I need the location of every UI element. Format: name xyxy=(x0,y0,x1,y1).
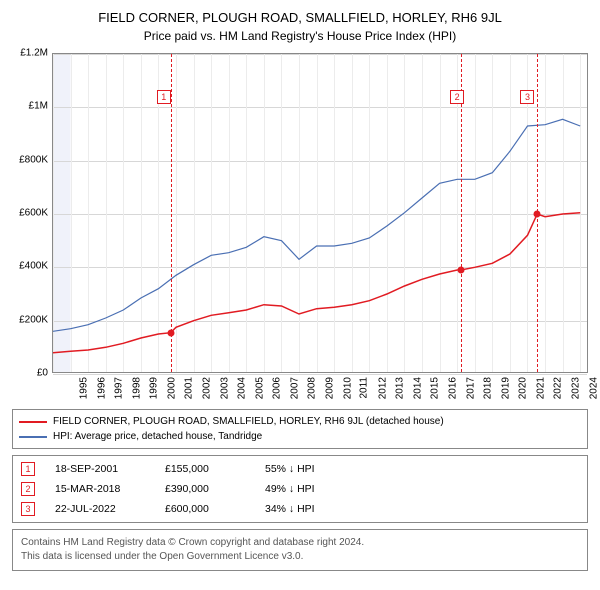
legend-row: HPI: Average price, detached house, Tand… xyxy=(19,429,581,444)
chart-title: FIELD CORNER, PLOUGH ROAD, SMALLFIELD, H… xyxy=(12,10,588,25)
event-marker-box: 3 xyxy=(520,90,534,104)
chart-area: 123 £0£200K£400K£600K£800K£1M£1.2M199519… xyxy=(12,53,588,403)
legend-label: FIELD CORNER, PLOUGH ROAD, SMALLFIELD, H… xyxy=(53,414,444,429)
x-axis-label: 2005 xyxy=(254,377,265,399)
chart-subtitle: Price paid vs. HM Land Registry's House … xyxy=(12,29,588,43)
x-axis-label: 2023 xyxy=(570,377,581,399)
x-axis-label: 2000 xyxy=(166,377,177,399)
x-axis-label: 2019 xyxy=(500,377,511,399)
x-axis-label: 2008 xyxy=(307,377,318,399)
event-marker-box: 2 xyxy=(450,90,464,104)
y-axis-label: £1M xyxy=(29,101,48,112)
y-axis-label: £200K xyxy=(19,314,48,325)
event-price: £600,000 xyxy=(165,503,245,515)
x-axis-label: 1998 xyxy=(131,377,142,399)
event-table: 1 18-SEP-2001 £155,000 55% ↓ HPI 2 15-MAR-201… xyxy=(12,455,588,523)
series-hpi xyxy=(53,119,580,331)
x-axis-label: 2007 xyxy=(289,377,300,399)
event-marker-dot xyxy=(167,329,174,336)
y-axis-label: £600K xyxy=(19,208,48,219)
series-price_paid xyxy=(53,213,580,353)
x-axis-label: 2013 xyxy=(395,377,406,399)
y-axis-label: £0 xyxy=(37,368,48,379)
legend: FIELD CORNER, PLOUGH ROAD, SMALLFIELD, H… xyxy=(12,409,588,449)
x-axis-label: 2010 xyxy=(342,377,353,399)
x-axis-label: 1997 xyxy=(113,377,124,399)
x-axis-label: 1999 xyxy=(149,377,160,399)
plot-region: 1 2 3 xyxy=(52,53,588,373)
y-axis-label: £400K xyxy=(19,261,48,272)
event-marker-dot xyxy=(457,267,464,274)
x-axis-label: 2012 xyxy=(377,377,388,399)
x-axis-label: 2003 xyxy=(219,377,230,399)
x-axis-label: 1996 xyxy=(96,377,107,399)
x-axis-label: 2004 xyxy=(236,377,247,399)
event-row: 3 22-JUL-2022 £600,000 34% ↓ HPI xyxy=(21,502,579,516)
event-price: £390,000 xyxy=(165,483,245,495)
event-hpi: 49% ↓ HPI xyxy=(265,483,315,495)
attribution: Contains HM Land Registry data © Crown c… xyxy=(12,529,588,571)
chart-container: FIELD CORNER, PLOUGH ROAD, SMALLFIELD, H… xyxy=(0,0,600,581)
x-axis-label: 2009 xyxy=(324,377,335,399)
event-number-box: 1 xyxy=(21,462,35,476)
legend-swatch xyxy=(19,421,47,423)
x-axis-label: 2002 xyxy=(201,377,212,399)
x-axis-label: 2001 xyxy=(184,377,195,399)
gridline-horizontal xyxy=(53,374,587,375)
attribution-line-2: This data is licensed under the Open Gov… xyxy=(21,550,579,564)
legend-label: HPI: Average price, detached house, Tand… xyxy=(53,429,262,444)
event-date: 18-SEP-2001 xyxy=(55,463,145,475)
x-axis-label: 2024 xyxy=(588,377,599,399)
x-axis-label: 2016 xyxy=(447,377,458,399)
y-axis-label: £1.2M xyxy=(20,48,48,59)
event-price: £155,000 xyxy=(165,463,245,475)
legend-row: FIELD CORNER, PLOUGH ROAD, SMALLFIELD, H… xyxy=(19,414,581,429)
event-marker-dot xyxy=(534,211,541,218)
event-hpi: 55% ↓ HPI xyxy=(265,463,315,475)
series-svg xyxy=(53,54,589,374)
x-axis-label: 2017 xyxy=(465,377,476,399)
event-hpi: 34% ↓ HPI xyxy=(265,503,315,515)
x-axis-label: 2018 xyxy=(482,377,493,399)
event-row: 2 15-MAR-2018 £390,000 49% ↓ HPI xyxy=(21,482,579,496)
event-date: 15-MAR-2018 xyxy=(55,483,145,495)
x-axis-label: 2006 xyxy=(272,377,283,399)
attribution-line-1: Contains HM Land Registry data © Crown c… xyxy=(21,536,579,550)
x-axis-label: 2021 xyxy=(535,377,546,399)
y-axis-label: £800K xyxy=(19,154,48,165)
event-number-box: 3 xyxy=(21,502,35,516)
event-row: 1 18-SEP-2001 £155,000 55% ↓ HPI xyxy=(21,462,579,476)
x-axis-label: 2015 xyxy=(430,377,441,399)
event-marker-line xyxy=(171,54,172,372)
x-axis-label: 1995 xyxy=(78,377,89,399)
event-marker-box: 1 xyxy=(157,90,171,104)
x-axis-label: 2022 xyxy=(553,377,564,399)
legend-swatch xyxy=(19,436,47,438)
event-number-box: 2 xyxy=(21,482,35,496)
event-date: 22-JUL-2022 xyxy=(55,503,145,515)
x-axis-label: 2014 xyxy=(412,377,423,399)
x-axis-label: 2011 xyxy=(359,377,370,399)
x-axis-label: 2020 xyxy=(518,377,529,399)
